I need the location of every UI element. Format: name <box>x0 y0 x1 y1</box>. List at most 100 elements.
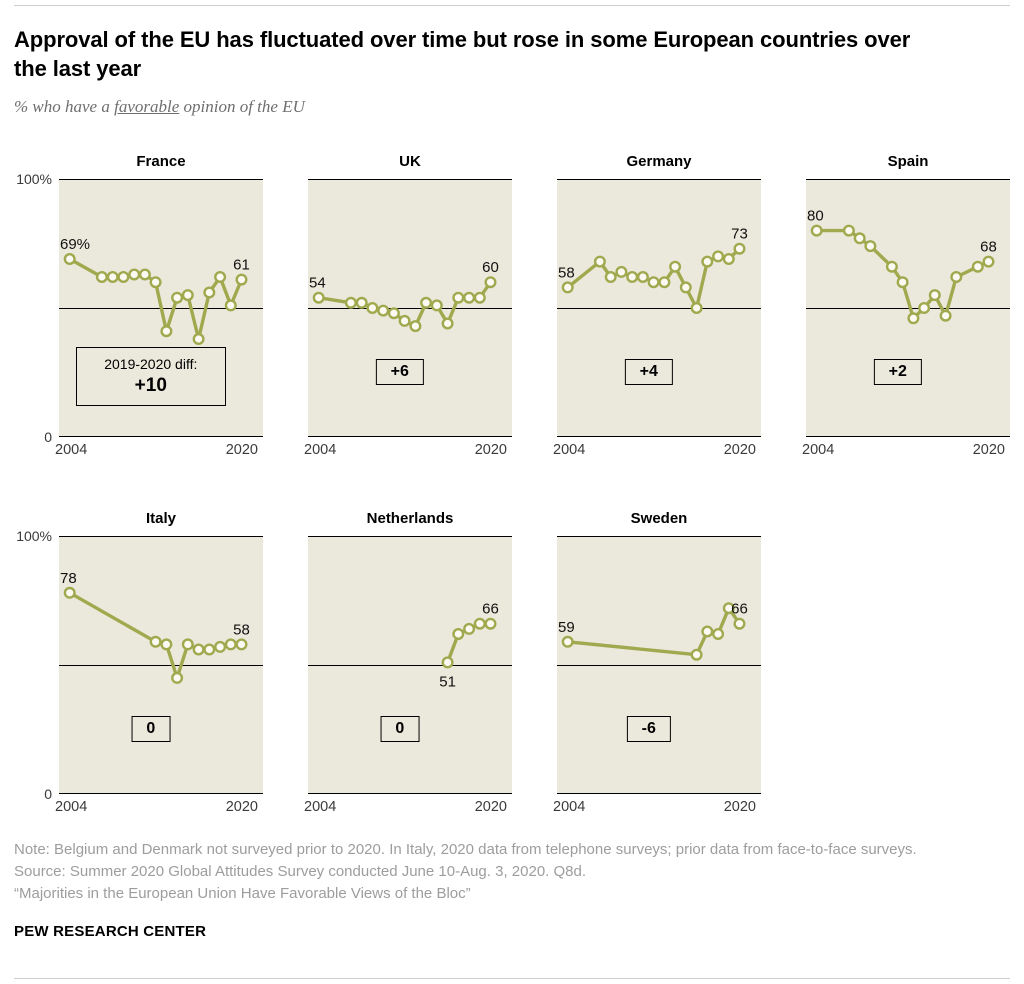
report-title-line: “Majorities in the European Union Have F… <box>14 884 471 902</box>
data-point-marker <box>615 265 628 278</box>
data-point-marker <box>224 638 237 651</box>
panel-country-title: Germany <box>626 153 692 171</box>
data-point-marker <box>377 304 390 317</box>
data-point-marker <box>950 271 963 284</box>
panel-country-title: Italy <box>145 510 176 528</box>
data-point-marker <box>235 638 248 651</box>
x-tick-first: 2004 <box>304 799 337 816</box>
y-axis-labels <box>761 179 806 437</box>
data-point-marker <box>224 299 237 312</box>
data-point-marker <box>733 242 746 255</box>
data-point-marker <box>192 333 205 346</box>
data-point-marker <box>149 276 162 289</box>
data-point-marker <box>939 309 952 322</box>
x-tick-first: 2004 <box>802 442 835 459</box>
data-point-marker <box>733 617 746 630</box>
x-axis-labels: 2004 2020 <box>304 442 512 464</box>
plot-area: 58 73 +4 <box>557 179 761 438</box>
plot-area: 80 68 +2 <box>806 179 1010 438</box>
data-point-marker <box>355 296 368 309</box>
first-value-label: 69% <box>60 236 90 253</box>
note-line: Note: Belgium and Denmark not surveyed p… <box>14 841 917 859</box>
data-point-marker <box>192 643 205 656</box>
data-point-marker <box>409 320 422 333</box>
data-point-marker <box>982 255 995 268</box>
data-point-marker <box>117 271 130 284</box>
diff-box: +4 <box>624 359 673 386</box>
last-value-label: 58 <box>233 621 250 638</box>
x-tick-first: 2004 <box>304 442 337 459</box>
diff-box: +6 <box>375 359 424 386</box>
data-point-marker <box>181 289 194 302</box>
data-point-marker <box>452 628 465 641</box>
data-point-marker <box>344 296 357 309</box>
data-point-marker <box>63 253 76 266</box>
x-axis-labels: 2004 2020 <box>55 799 263 821</box>
x-tick-first: 2004 <box>553 799 586 816</box>
data-point-marker <box>907 312 920 325</box>
last-value-label: 73 <box>731 226 748 243</box>
data-point-marker <box>701 625 714 638</box>
chart-canvas: 78 58 <box>59 536 263 795</box>
data-point-marker <box>853 232 866 245</box>
chart-canvas: 69% 61 <box>59 179 263 438</box>
x-tick-first: 2004 <box>55 442 88 459</box>
y-axis-labels: 100% 0 <box>14 528 59 802</box>
data-point-marker <box>138 268 151 281</box>
last-value-label: 68 <box>980 239 997 256</box>
chart-canvas: 54 60 <box>308 179 512 438</box>
data-point-marker <box>473 617 486 630</box>
data-point-marker <box>658 276 671 289</box>
data-point-marker <box>181 638 194 651</box>
x-tick-last: 2020 <box>474 799 507 816</box>
first-value-label: 59 <box>558 619 575 636</box>
data-point-marker <box>430 299 443 312</box>
subtitle-underlined-word: favorable <box>114 97 180 117</box>
data-point-marker <box>722 602 735 615</box>
y-tick-100: 100% <box>16 171 52 188</box>
data-point-marker <box>647 276 660 289</box>
data-point-marker <box>106 271 119 284</box>
source-line: Source: Summer 2020 Global Attitudes Sur… <box>14 862 587 880</box>
data-point-marker <box>864 240 877 253</box>
chart-canvas: 51 66 <box>308 536 512 795</box>
data-point-marker <box>561 281 574 294</box>
trend-line <box>67 257 244 341</box>
first-value-label: 51 <box>439 673 456 690</box>
y-axis-labels <box>263 536 308 794</box>
chart-notes: Note: Belgium and Denmark not surveyed p… <box>14 839 1010 904</box>
data-point-marker <box>171 291 184 304</box>
panel-country-title: UK <box>399 153 421 171</box>
data-point-marker <box>484 276 497 289</box>
data-point-marker <box>918 302 931 315</box>
data-point-marker <box>95 271 108 284</box>
data-point-marker <box>387 307 400 320</box>
x-tick-last: 2020 <box>723 442 756 459</box>
data-point-marker <box>63 586 76 599</box>
diff-value: +10 <box>134 375 167 397</box>
panel-country-title: Netherlands <box>366 510 454 528</box>
x-tick-last: 2020 <box>972 442 1005 459</box>
data-point-marker <box>160 638 173 651</box>
data-point-marker <box>679 281 692 294</box>
diff-box: 0 <box>380 716 420 743</box>
plot-area: 54 60 +6 <box>308 179 512 438</box>
chart-row-2: Italy 100% 0 78 58 0 2004 2020 Netherlands 51 66 0 2… <box>14 510 1010 821</box>
data-point-marker <box>810 224 823 237</box>
pew-research-center-wordmark: PEW RESEARCH CENTER <box>14 923 207 941</box>
first-value-label: 58 <box>558 264 575 281</box>
x-tick-first: 2004 <box>553 442 586 459</box>
chart-row-1: France 100% 0 69% 61 2019-2020 diff: +10 2004 20… <box>14 153 1010 464</box>
subtitle-prefix: % who have a <box>14 97 115 117</box>
data-point-marker <box>441 317 454 330</box>
data-point-marker <box>690 302 703 315</box>
data-point-marker <box>473 291 486 304</box>
x-tick-last: 2020 <box>723 799 756 816</box>
x-axis-labels: 2004 2020 <box>802 442 1010 464</box>
data-point-marker <box>636 271 649 284</box>
panel-country-title: Sweden <box>630 510 688 528</box>
small-multiples-grid: France 100% 0 69% 61 2019-2020 diff: +10 2004 20… <box>14 153 1010 821</box>
data-point-marker <box>203 643 216 656</box>
x-tick-last: 2020 <box>225 442 258 459</box>
data-point-marker <box>420 296 433 309</box>
